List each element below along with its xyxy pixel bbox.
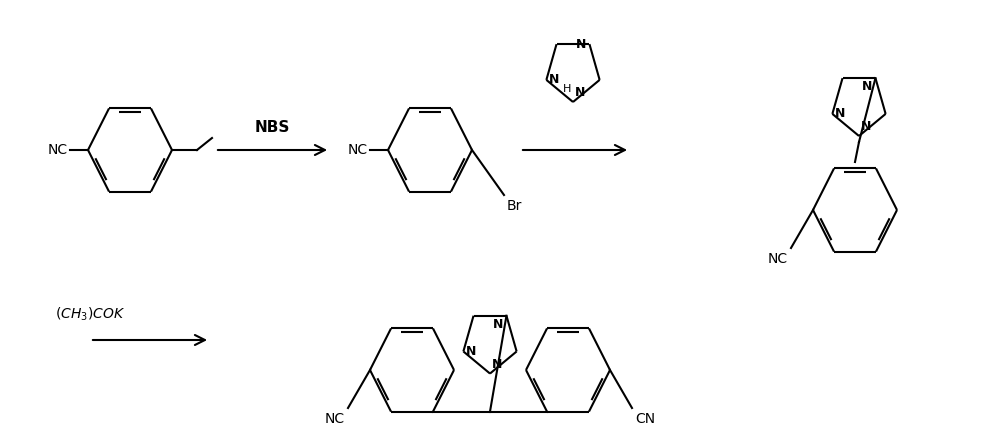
Text: NBS: NBS: [254, 120, 290, 135]
Text: NC: NC: [325, 412, 345, 426]
Text: $(CH_3)COK$: $(CH_3)COK$: [55, 305, 125, 323]
Text: N: N: [492, 357, 502, 371]
Text: N: N: [576, 38, 586, 51]
Text: N: N: [575, 86, 585, 99]
Text: NC: NC: [768, 252, 788, 266]
Text: Br: Br: [507, 199, 522, 213]
Text: N: N: [835, 107, 846, 121]
Text: N: N: [862, 80, 872, 93]
Text: N: N: [493, 318, 503, 331]
Text: NC: NC: [348, 143, 368, 157]
Text: N: N: [861, 120, 871, 133]
Text: CN: CN: [635, 412, 655, 426]
Text: N: N: [549, 73, 560, 86]
Text: N: N: [466, 345, 477, 358]
Text: NC: NC: [48, 143, 68, 157]
Text: H: H: [563, 84, 571, 94]
